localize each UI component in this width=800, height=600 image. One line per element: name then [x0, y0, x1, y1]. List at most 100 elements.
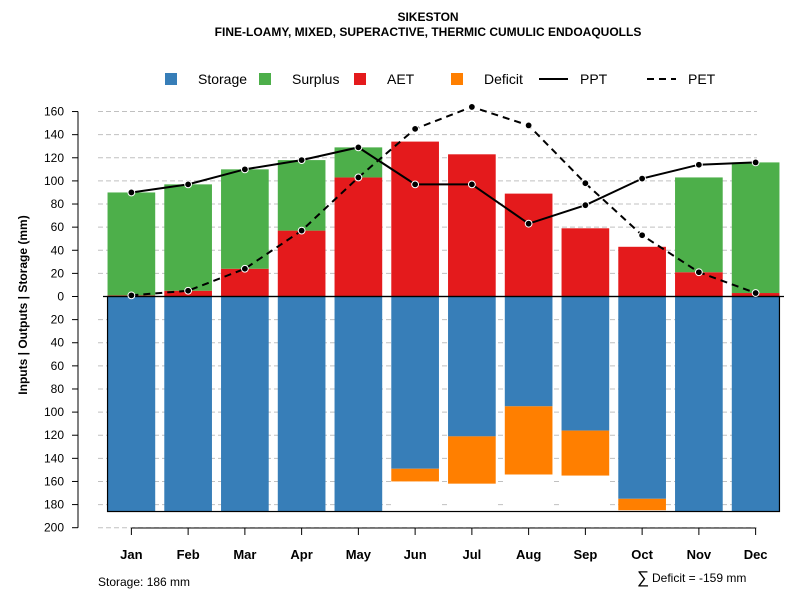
surplus-bar: [107, 192, 156, 296]
legend-label: AET: [387, 71, 415, 87]
ppt-point: [581, 201, 590, 210]
storage-label: Storage: 186 mm: [98, 575, 190, 589]
aet-bar: [504, 193, 553, 297]
storage-bar: [277, 296, 326, 512]
surplus-bar: [675, 177, 723, 273]
storage-bar: [504, 296, 553, 407]
deficit-bar: [391, 468, 439, 482]
y-tick-label: 0: [57, 290, 64, 304]
aet-bar: [334, 177, 383, 297]
storage-bar: [675, 296, 723, 512]
y-tick-label: 120: [44, 428, 64, 442]
y-tick-label: 60: [51, 359, 65, 373]
aet-bar: [391, 141, 439, 297]
x-tick-label: May: [346, 547, 372, 562]
y-tick-label: 120: [44, 151, 64, 165]
x-tick-label: Aug: [516, 547, 541, 562]
y-tick-label: 200: [44, 521, 64, 535]
aet-bar: [277, 230, 326, 297]
aet-bar: [221, 268, 269, 297]
x-tick-label: Jun: [404, 547, 427, 562]
y-tick-label: 20: [51, 313, 65, 327]
y-tick-label: 40: [51, 243, 65, 257]
pet-point: [694, 268, 703, 277]
y-tick-label: 160: [44, 105, 64, 119]
deficit-bar: [618, 498, 666, 511]
storage-bar: [731, 296, 780, 512]
legend-label: PET: [688, 71, 716, 87]
aet-bar: [675, 272, 723, 297]
surplus-bar: [334, 147, 383, 178]
axes: 1601401201008060402002040608010012014016…: [44, 105, 768, 562]
pet-point: [240, 264, 249, 273]
storage-bar: [221, 296, 269, 512]
pet-point: [638, 231, 647, 240]
surplus-bar: [277, 160, 326, 231]
y-tick-label: 40: [51, 336, 65, 350]
legend: Storage Surplus AET Deficit PPT PET: [165, 71, 716, 87]
legend-swatch: [354, 73, 366, 85]
pet-point: [411, 124, 420, 133]
empty-storage: [504, 474, 553, 512]
ppt-point: [751, 158, 760, 167]
y-axis-label: Inputs | Outputs | Storage (mm): [16, 215, 30, 394]
storage-bar: [334, 296, 383, 512]
x-tick-label: Jan: [120, 547, 142, 562]
deficit-bar: [448, 436, 496, 484]
pet-point: [751, 289, 760, 297]
y-tick-label: 100: [44, 174, 64, 188]
ppt-point: [127, 188, 136, 197]
y-tick-label: 80: [51, 197, 65, 211]
deficit-bar: [504, 406, 553, 475]
legend-label: Storage: [198, 71, 247, 87]
pet-point: [354, 173, 363, 182]
ppt-point: [184, 180, 193, 189]
x-tick-label: Oct: [631, 547, 653, 562]
ppt-point: [240, 165, 249, 174]
legend-label: Deficit: [484, 71, 523, 87]
ppt-point: [297, 156, 306, 164]
ppt-point: [411, 180, 420, 189]
x-tick-label: Jul: [462, 547, 481, 562]
storage-bar: [107, 296, 156, 512]
ppt-point: [524, 219, 533, 228]
ppt-point: [638, 174, 647, 183]
y-tick-label: 140: [44, 451, 64, 465]
pet-point: [184, 286, 193, 295]
aet-bar: [448, 154, 496, 297]
ppt-point: [467, 180, 476, 189]
x-tick-label: Nov: [687, 547, 712, 562]
deficit-label: Deficit = -159 mm: [652, 571, 746, 585]
aet-bar: [561, 228, 610, 297]
surplus-bar: [731, 162, 780, 294]
legend-swatch: [259, 73, 271, 85]
y-tick-label: 100: [44, 405, 64, 419]
y-tick-label: 140: [44, 128, 64, 142]
legend-label: PPT: [580, 71, 608, 87]
y-tick-label: 20: [51, 266, 65, 280]
chart-title: SIKESTON: [397, 10, 458, 24]
lines: [127, 103, 760, 300]
y-tick-label: 180: [44, 498, 64, 512]
deficit-bar: [561, 430, 610, 476]
pet-point: [127, 291, 136, 300]
x-tick-label: Sep: [573, 547, 597, 562]
x-tick-label: Feb: [177, 547, 200, 562]
ppt-point: [694, 160, 703, 169]
pet-point: [467, 103, 476, 111]
ppt-line: [131, 146, 756, 225]
legend-swatch: [165, 73, 177, 85]
bars: [103, 141, 784, 513]
surplus-bar: [221, 169, 269, 269]
y-tick-label: 60: [51, 220, 65, 234]
empty-storage: [561, 475, 610, 512]
storage-bar: [164, 296, 212, 512]
aet-bar: [618, 246, 666, 297]
storage-bar: [561, 296, 610, 431]
pet-point: [524, 121, 533, 130]
y-tick-label: 80: [51, 382, 65, 396]
legend-label: Surplus: [292, 71, 339, 87]
empty-storage: [391, 481, 439, 512]
surplus-bar: [164, 184, 212, 291]
ppt-point: [354, 143, 363, 152]
